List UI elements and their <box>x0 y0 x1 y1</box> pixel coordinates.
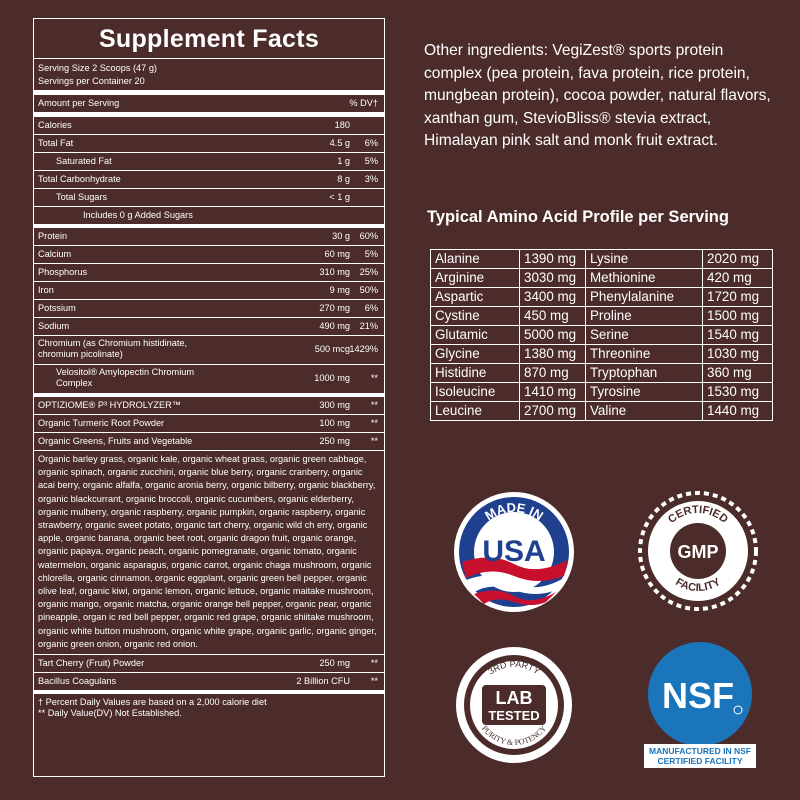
amino-acid-amount: 2020 mg <box>702 249 773 269</box>
amino-acid-amount: 420 mg <box>702 268 773 288</box>
amino-acid-name: Valine <box>585 401 703 421</box>
facts-row: Bacillus Coagulans 2 Billion CFU ** <box>34 673 384 692</box>
serving-size: Serving Size 2 Scoops (47 g) <box>38 63 157 73</box>
facts-row: Total Sugars < 1 g <box>34 189 384 207</box>
amino-acid-amount: 5000 mg <box>519 325 586 345</box>
made-in-usa-badge: MADE IN USA <box>454 492 574 612</box>
facts-row: Potssium 270 mg 6% <box>34 300 384 318</box>
amino-row: Glycine 1380 mg Threonine 1030 mg <box>430 344 773 364</box>
gmp-main-text: GMP <box>677 542 718 562</box>
amino-acid-amount: 1440 mg <box>702 401 773 421</box>
amino-acid-amount: 360 mg <box>702 363 773 383</box>
servings-per-container: Servings per Container 20 <box>38 75 145 86</box>
facts-row: Tart Cherry (Fruit) Powder 250 mg ** <box>34 655 384 674</box>
amino-acid-name: Phenylalanine <box>585 287 703 307</box>
facts-row: Sodium 490 mg 21% <box>34 318 384 336</box>
facts-row: Iron 9 mg 50% <box>34 282 384 300</box>
amino-acid-amount: 1380 mg <box>519 344 586 364</box>
amino-acid-amount: 1540 mg <box>702 325 773 345</box>
amino-acid-amount: 1030 mg <box>702 344 773 364</box>
amino-acid-table: Alanine 1390 mg Lysine 2020 mg Arginine 3030 … <box>430 249 773 421</box>
usa-top-text: MADE IN <box>482 500 546 524</box>
amino-acid-name: Cystine <box>430 306 520 326</box>
facts-row: Phosphorus 310 mg 25% <box>34 264 384 282</box>
amino-acid-name: Leucine <box>430 401 520 421</box>
amino-acid-amount: 450 mg <box>519 306 586 326</box>
amino-row: Aspartic 3400 mg Phenylalanine 1720 mg <box>430 287 773 307</box>
facts-row: Calcium 60 mg 5% <box>34 246 384 264</box>
facts-row: Organic Turmeric Root Powder 100 mg ** <box>34 415 384 433</box>
amino-row: Leucine 2700 mg Valine 1440 mg <box>430 401 773 421</box>
amino-row: Glutamic 5000 mg Serine 1540 mg <box>430 325 773 345</box>
amino-row: Histidine 870 mg Tryptophan 360 mg <box>430 363 773 383</box>
amino-table-title: Typical Amino Acid Profile per Serving <box>427 208 729 226</box>
amino-acid-name: Arginine <box>430 268 520 288</box>
usa-main-text: USA <box>482 535 545 568</box>
facts-row: Chromium (as Chromium histidinate, chrom… <box>34 336 384 365</box>
amino-acid-name: Tyrosine <box>585 382 703 402</box>
footnote-dv: † Percent Daily Values are based on a 2,… <box>38 697 267 708</box>
facts-row: OPTIZIOME® P³ HYDROLYZER™ 300 mg ** <box>34 397 384 415</box>
amino-acid-amount: 1410 mg <box>519 382 586 402</box>
footnote-not-established: ** Daily Value(DV) Not Established. <box>38 708 182 719</box>
amino-acid-name: Aspartic <box>430 287 520 307</box>
supplement-facts-panel: Supplement Facts Serving Size 2 Scoops (… <box>33 18 385 777</box>
facts-row: Protein 30 g 60% <box>34 228 384 246</box>
amino-acid-amount: 3030 mg <box>519 268 586 288</box>
facts-row: Total Carbonhydrate 8 g 3% <box>34 171 384 189</box>
certified-gmp-badge: CERTIFIED GMP FACILITY <box>638 491 758 611</box>
nsf-caption-1: MANUFACTURED IN NSF <box>649 746 751 756</box>
amino-acid-name: Histidine <box>430 363 520 383</box>
amino-acid-amount: 870 mg <box>519 363 586 383</box>
amino-row: Cystine 450 mg Proline 1500 mg <box>430 306 773 326</box>
amino-acid-name: Proline <box>585 306 703 326</box>
amino-acid-name: Glycine <box>430 344 520 364</box>
amino-acid-name: Threonine <box>585 344 703 364</box>
amino-acid-name: Serine <box>585 325 703 345</box>
lab-tested-badge: 3RD PARTY LAB TESTED PURITY & POTENCY <box>456 647 572 763</box>
amino-acid-name: Lysine <box>585 249 703 269</box>
facts-title: Supplement Facts <box>98 25 320 53</box>
facts-row: Organic Greens, Fruits and Vegetable 250 … <box>34 433 384 451</box>
facts-row: Total Fat 4.5 g 6% <box>34 135 384 153</box>
amino-row: Alanine 1390 mg Lysine 2020 mg <box>430 249 773 269</box>
lab-main-text: LAB <box>496 688 533 708</box>
facts-row: Calories 180 <box>34 117 384 135</box>
amino-acid-name: Tryptophan <box>585 363 703 383</box>
facts-row: Saturated Fat 1 g 5% <box>34 153 384 171</box>
amino-acid-name: Alanine <box>430 249 520 269</box>
amino-acid-amount: 1530 mg <box>702 382 773 402</box>
nsf-caption-2: CERTIFIED FACILITY <box>658 756 743 766</box>
amino-acid-amount: 1390 mg <box>519 249 586 269</box>
facts-row: Velositol® Amylopectin Chromium Complex 1… <box>34 365 384 394</box>
amino-acid-amount: 1720 mg <box>702 287 773 307</box>
amino-acid-name: Glutamic <box>430 325 520 345</box>
amino-acid-name: Isoleucine <box>430 382 520 402</box>
amino-row: Isoleucine 1410 mg Tyrosine 1530 mg <box>430 382 773 402</box>
amino-acid-name: Methionine <box>585 268 703 288</box>
amino-acid-amount: 3400 mg <box>519 287 586 307</box>
greens-blend-list: Organic barley grass, organic kale, orga… <box>34 451 384 656</box>
amino-acid-amount: 1500 mg <box>702 306 773 326</box>
other-ingredients: Other ingredients: VegiZest® sports prot… <box>424 42 771 149</box>
amount-header-row: Amount per Serving % DV† <box>34 95 384 113</box>
lab-tested-text: TESTED <box>488 708 539 723</box>
amino-acid-amount: 2700 mg <box>519 401 586 421</box>
nsf-main-text: NSF <box>662 675 734 716</box>
amino-row: Arginine 3030 mg Methionine 420 mg <box>430 268 773 288</box>
gmp-bottom-text: FACILITY <box>673 576 723 594</box>
nsf-badge: NSF MANUFACTURED IN NSF CERTIFIED FACILI… <box>644 642 756 768</box>
facts-row: Includes 0 g Added Sugars <box>34 207 384 225</box>
